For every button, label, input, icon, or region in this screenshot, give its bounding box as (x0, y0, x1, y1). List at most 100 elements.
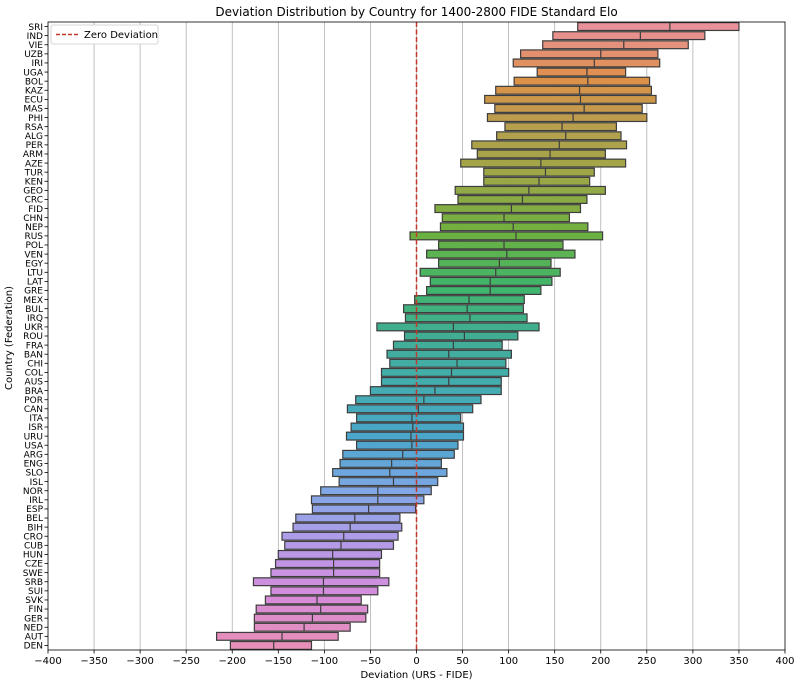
x-tick-label: −400 (34, 656, 61, 667)
box-gre (426, 285, 542, 296)
box-rect (426, 285, 542, 296)
box-nor (320, 486, 432, 496)
box-rect (439, 222, 589, 232)
box-rect (252, 577, 390, 587)
box-rect (284, 540, 395, 550)
box-cze (274, 559, 381, 569)
box-rect (292, 522, 403, 532)
box-cro (281, 531, 399, 541)
y-tick-label: ROU (23, 332, 43, 342)
y-tick-label: VIE (29, 41, 44, 51)
y-tick-label: CRC (25, 196, 43, 206)
box-rect (409, 231, 604, 241)
box-rect (520, 49, 659, 59)
x-tick-label: −300 (126, 656, 153, 667)
box-mex (414, 295, 525, 305)
box-svk (264, 595, 362, 605)
box-isr (350, 422, 465, 432)
x-tick-label: 350 (729, 656, 748, 667)
box-rect (577, 22, 740, 32)
box-rect (338, 477, 439, 487)
y-tick-label: SRB (25, 578, 43, 588)
box-rect (403, 331, 519, 341)
box-rect (441, 213, 571, 223)
y-tick-label: ITA (29, 414, 43, 424)
box-alg (496, 131, 622, 141)
chart-title: Deviation Distribution by Country for 14… (215, 5, 617, 19)
y-tick-label: AZE (25, 159, 43, 169)
box-rect (513, 76, 651, 86)
box-rect (483, 176, 591, 186)
y-tick-label: ISL (30, 478, 43, 488)
box-rect (434, 204, 582, 214)
box-rect (369, 386, 502, 396)
box-rect (270, 568, 381, 578)
box-ita (356, 413, 462, 423)
box-rect (255, 604, 369, 614)
y-tick-label: BUL (25, 305, 43, 315)
box-rect (253, 622, 351, 632)
box-rect (483, 167, 595, 177)
box-rect (281, 531, 399, 541)
x-tick-label: 400 (775, 656, 794, 667)
y-tick-label: PHI (28, 114, 43, 124)
box-rect (404, 313, 528, 323)
y-tick-label: CAN (24, 405, 43, 415)
box-rou (403, 331, 519, 341)
box-rect (355, 395, 482, 405)
y-tick-label: MEX (23, 296, 43, 306)
box-irq (404, 313, 528, 323)
box-eng (339, 458, 442, 468)
box-rect (438, 258, 552, 268)
x-tick-label: 150 (545, 656, 564, 667)
y-tick-label: TUR (24, 168, 43, 178)
y-tick-label: FID (28, 205, 43, 215)
legend: Zero Deviation (50, 24, 159, 45)
box-rect (542, 40, 689, 50)
box-rect (376, 322, 540, 332)
y-tick-label: AUT (25, 633, 44, 643)
axes: SRIINDVIEUZBIRIUGABOLKAZECUMASPHIRSAALGP… (23, 21, 795, 667)
y-tick-label: CRO (23, 532, 43, 542)
x-tick-label: 100 (499, 656, 518, 667)
x-tick-label: 0 (413, 656, 419, 667)
box-rsa (504, 122, 618, 132)
y-tick-label: NEP (25, 223, 43, 233)
y-tick-label: BAN (24, 350, 43, 360)
y-tick-label: IRL (29, 496, 43, 506)
box-rect (380, 367, 510, 377)
box-per (471, 140, 628, 150)
box-cub (284, 540, 395, 550)
y-tick-label: PER (26, 141, 43, 151)
box-arg (342, 449, 455, 459)
y-tick-label: GEO (23, 187, 43, 197)
y-tick-label: IRI (31, 59, 43, 69)
y-tick-label: ENG (24, 460, 43, 470)
y-tick-label: ARG (24, 451, 43, 461)
box-fid (434, 204, 582, 214)
box-tur (483, 167, 595, 177)
box-sui (270, 586, 379, 596)
x-tick-label: −350 (80, 656, 107, 667)
y-tick-label: LAT (27, 278, 44, 288)
box-rect (270, 586, 379, 596)
box-rect (495, 85, 653, 95)
x-tick-label: −150 (265, 656, 292, 667)
x-tick-label: −100 (311, 656, 338, 667)
y-tick-label: VEN (24, 250, 43, 260)
y-tick-label: NED (24, 623, 43, 633)
x-tick-label: 250 (637, 656, 656, 667)
y-tick-label: KEN (25, 177, 43, 187)
box-rect (460, 158, 627, 168)
box-slo (332, 468, 448, 478)
y-tick-label: RUS (24, 232, 43, 242)
x-tick-label: −50 (360, 656, 381, 667)
box-egy (438, 258, 552, 268)
box-rect (311, 504, 417, 514)
box-sri (577, 22, 740, 32)
y-tick-label: EGY (25, 259, 43, 269)
box-rect (295, 513, 401, 523)
y-tick-label: SUI (28, 587, 43, 597)
